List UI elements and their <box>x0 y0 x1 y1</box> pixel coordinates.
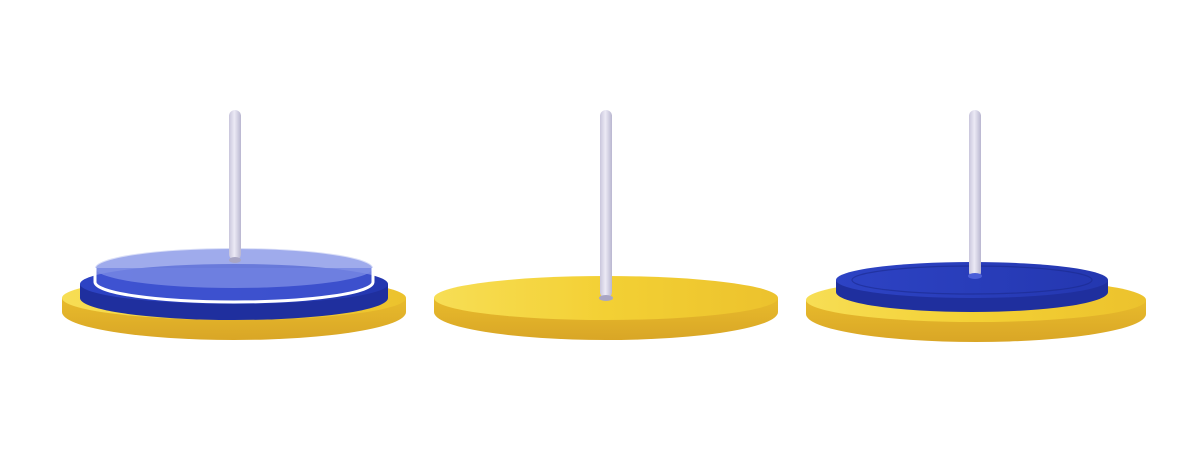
peg-right[interactable] <box>806 110 1146 342</box>
rod-right <box>968 110 982 279</box>
rod-left <box>229 110 241 263</box>
rod-middle <box>599 110 613 301</box>
peg-middle[interactable] <box>434 110 778 340</box>
peg-left[interactable] <box>62 110 406 340</box>
disk-left-ghost[interactable] <box>93 247 375 304</box>
